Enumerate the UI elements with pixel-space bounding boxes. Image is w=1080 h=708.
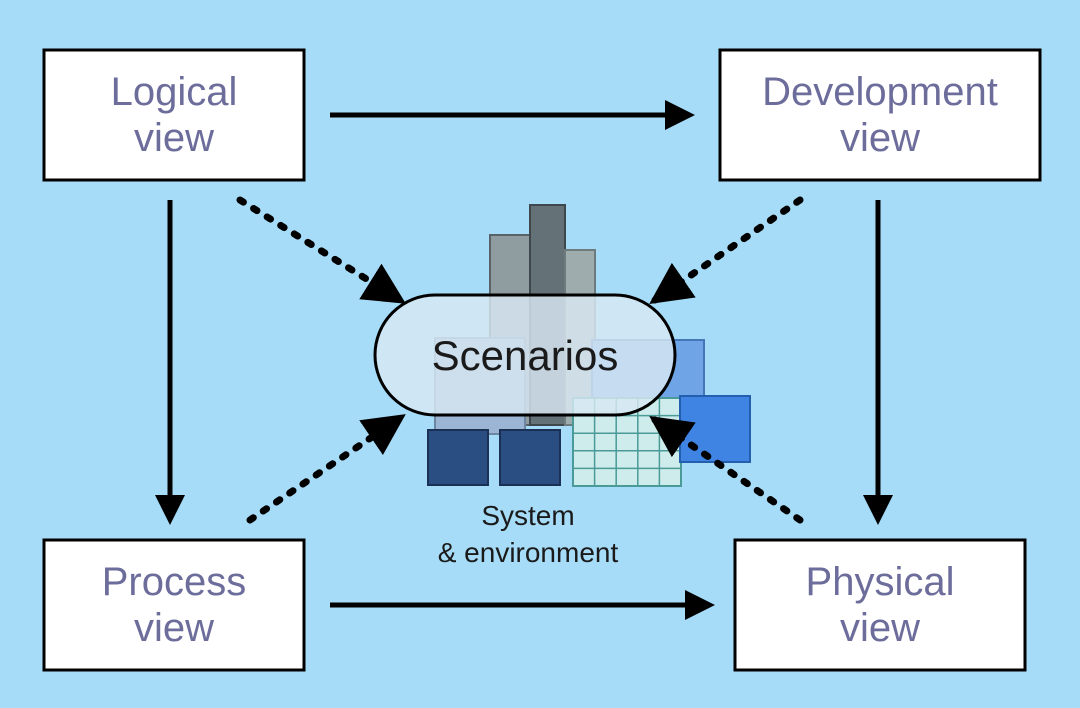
city-block-blue — [680, 396, 750, 462]
process-view-label-line1: Process — [102, 560, 247, 604]
physical-view-box: Physicalview — [735, 540, 1025, 670]
city-block-dark — [428, 430, 488, 485]
scenarios-pill-group: Scenarios — [375, 295, 675, 415]
city-block-dark — [500, 430, 560, 485]
subtitle-line-1: System — [481, 500, 574, 531]
development-view-box: Developmentview — [720, 50, 1040, 180]
development-view-label-line1: Development — [762, 70, 998, 114]
logical-view-box: Logicalview — [44, 50, 304, 180]
scenarios-label: Scenarios — [432, 332, 619, 379]
process-view-box: Processview — [44, 540, 304, 670]
development-view-label-line2: view — [840, 116, 920, 160]
logical-view-label-line1: Logical — [111, 70, 238, 114]
physical-view-label-line1: Physical — [806, 560, 955, 604]
process-view-label-line2: view — [134, 606, 214, 650]
logical-view-label-line2: view — [134, 116, 214, 160]
physical-view-label-line2: view — [840, 606, 920, 650]
architecture-views-diagram: LogicalviewDevelopmentviewProcessviewPhy… — [0, 0, 1080, 708]
subtitle-line-2: & environment — [438, 537, 619, 568]
